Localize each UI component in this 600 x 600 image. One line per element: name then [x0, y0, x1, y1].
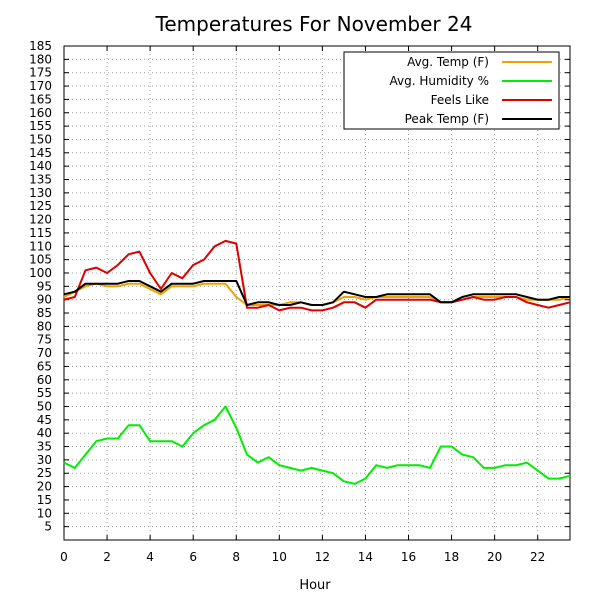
- x-tick-label: 14: [358, 550, 373, 564]
- x-tick-label: 18: [444, 550, 459, 564]
- x-tick-label: 2: [103, 550, 111, 564]
- x-tick-label: 8: [232, 550, 240, 564]
- y-tick-label: 30: [37, 453, 52, 467]
- y-tick-label: 55: [37, 386, 52, 400]
- y-tick-label: 5: [44, 520, 52, 534]
- y-tick-label: 65: [37, 359, 52, 373]
- y-tick-label: 70: [37, 346, 52, 360]
- y-tick-label: 60: [37, 373, 52, 387]
- plot-area: [63, 45, 571, 541]
- x-tick-label: 0: [60, 550, 68, 564]
- y-tick-label: 85: [37, 306, 52, 320]
- legend: Avg. Temp (F) Avg. Humidity % Feels Like Pe…: [343, 51, 560, 130]
- grid: [64, 46, 570, 540]
- y-tick-label: 170: [29, 79, 52, 93]
- series-line-3: [63, 239, 571, 312]
- y-tick-label: 90: [37, 293, 52, 307]
- y-tick-label: 180: [29, 52, 52, 66]
- y-tick-label: 150: [29, 132, 52, 146]
- y-tick-label: 125: [29, 199, 52, 213]
- y-tick-label: 135: [29, 173, 52, 187]
- y-tick-label: 50: [37, 399, 52, 413]
- y-tick-label: 75: [37, 333, 52, 347]
- y-tick-label: 115: [29, 226, 52, 240]
- x-tick-label: 16: [401, 550, 416, 564]
- y-tick-label: 175: [29, 66, 52, 80]
- y-tick-label: 110: [29, 239, 52, 253]
- series-line-4: [63, 280, 570, 306]
- x-tick-label: 12: [315, 550, 330, 564]
- x-axis: 0 2 4 6 8 10 12 14 16 18 20 22: [60, 46, 545, 564]
- x-tick-label: 22: [530, 550, 545, 564]
- legend-label: Feels Like: [431, 93, 489, 107]
- series-line-2: [63, 405, 571, 485]
- y-tick-label: 15: [37, 493, 52, 507]
- y-tick-label: 130: [29, 186, 52, 200]
- x-axis-label: Hour: [299, 578, 331, 593]
- y-tick-label: 10: [37, 506, 52, 520]
- legend-label: Avg. Temp (F): [407, 55, 489, 69]
- chart-title: Temperatures For November 24: [155, 12, 473, 36]
- y-tick-label: 35: [37, 440, 52, 454]
- y-tick-label: 20: [37, 480, 52, 494]
- x-tick-label: 4: [146, 550, 154, 564]
- y-tick-label: 145: [29, 146, 52, 160]
- series-lines: [63, 239, 571, 485]
- y-tick-label: 140: [29, 159, 52, 173]
- x-tick-label: 6: [189, 550, 197, 564]
- y-tick-label: 185: [29, 39, 52, 53]
- y-tick-label: 80: [37, 319, 52, 333]
- x-tick-label: 10: [272, 550, 287, 564]
- y-tick-label: 160: [29, 106, 52, 120]
- x-tick-label: 20: [487, 550, 502, 564]
- y-tick-label: 45: [37, 413, 52, 427]
- y-tick-label: 40: [37, 426, 52, 440]
- y-tick-label: 100: [29, 266, 52, 280]
- y-tick-label: 120: [29, 213, 52, 227]
- y-tick-label: 105: [29, 253, 52, 267]
- legend-label: Avg. Humidity %: [390, 74, 489, 88]
- legend-label: Peak Temp (F): [405, 112, 489, 126]
- y-tick-label: 155: [29, 119, 52, 133]
- legend-box: [343, 51, 560, 130]
- y-tick-label: 165: [29, 92, 52, 106]
- y-axis: 5101520253035404550556065707580859095100…: [29, 39, 570, 534]
- y-tick-label: 95: [37, 279, 52, 293]
- y-tick-label: 25: [37, 466, 52, 480]
